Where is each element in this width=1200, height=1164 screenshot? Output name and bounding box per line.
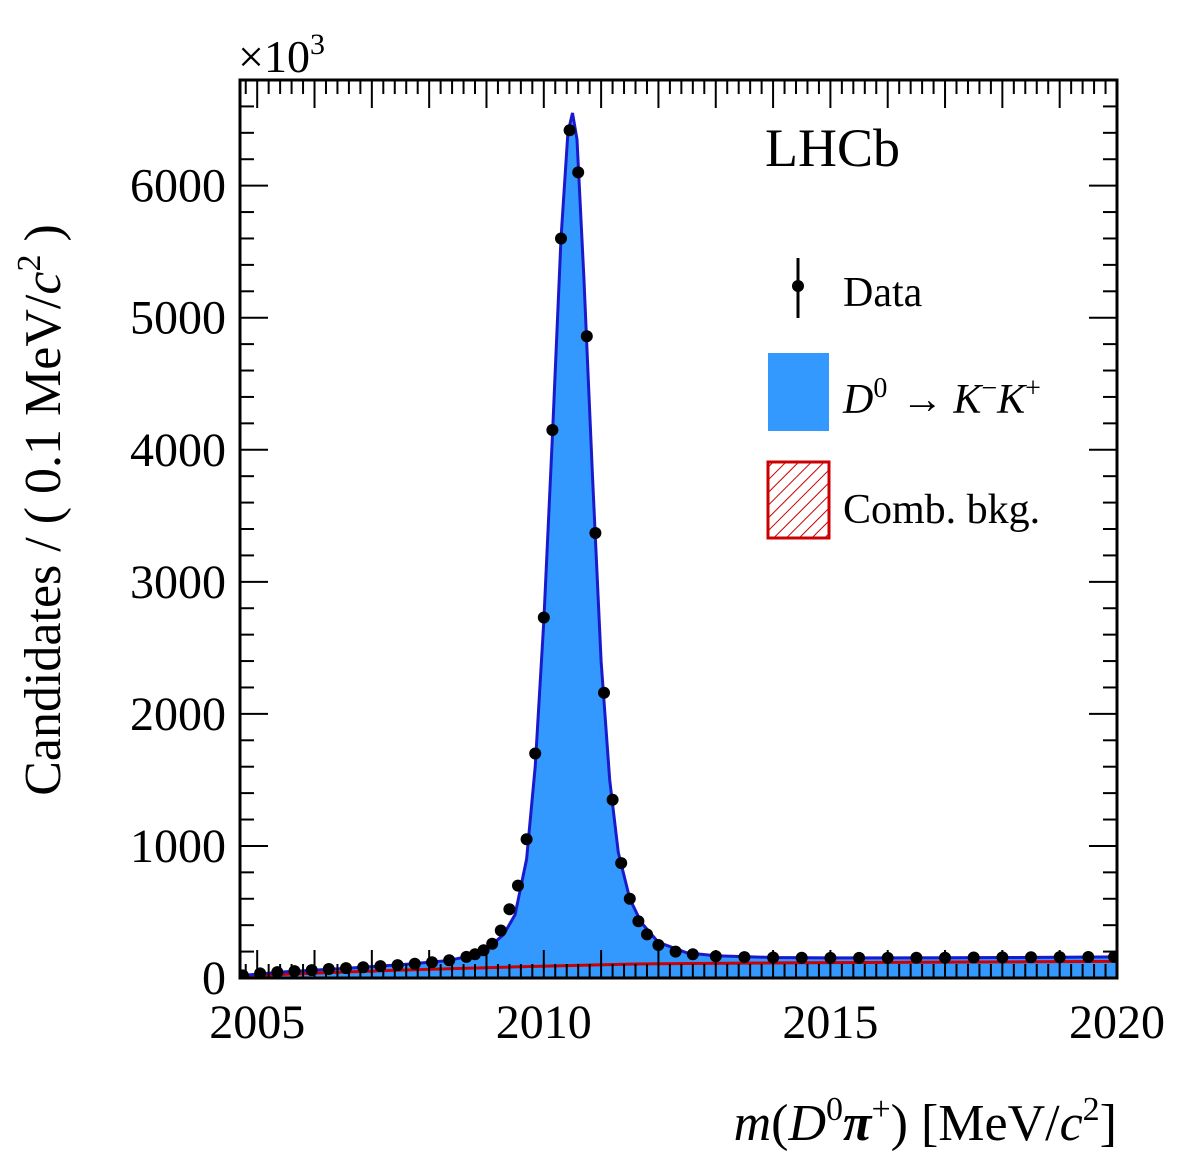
data-point [494,924,507,937]
data-point [795,951,808,964]
data-point [652,939,665,951]
y-tick-label: 2000 [130,688,226,741]
y-tick-label: 5000 [130,292,226,345]
data-point [503,903,516,916]
legend-data-label: Data [843,270,923,316]
y-tick-label: 4000 [130,424,226,477]
data-point [572,166,585,179]
data-point [408,957,421,970]
y-tick-label: 6000 [130,160,226,213]
total-fit-line [242,112,1117,977]
data-point [1082,951,1095,963]
data-point [853,951,866,964]
legend-signal-label: D0 → K−K+ [842,373,1041,423]
data-point [1108,950,1117,963]
data-point [967,951,980,964]
y-tick-label: 1000 [130,820,226,873]
data-point [641,928,653,941]
data-point [537,611,550,624]
data-point [271,966,284,978]
data-point [340,962,352,975]
data-point [669,945,682,958]
data-point [512,879,524,892]
data-point [555,232,567,245]
data-point [357,961,370,974]
data-point [563,124,576,137]
data-point [546,424,559,436]
legend-signal-swatch [768,353,829,431]
axes: 2005 2010 2015 2020 0 1000 2000 3000 4000 5000 600… [130,78,1165,1049]
x-tick-label: 2005 [209,996,305,1049]
data-point [288,965,301,978]
data-point [1025,951,1037,964]
data-point [520,833,533,846]
legend: Data D0 → K−K+ Comb. bkg. [766,258,1041,540]
data-point [374,960,387,973]
legend-bkg-label: Comb. bkg. [843,487,1040,533]
data-point [615,857,628,870]
data-point [598,686,610,699]
data-point [623,892,636,905]
y-axis-label: Candidates / ( 0.1 MeV/c2 ) [11,224,72,796]
y-tick-label: 0 [202,952,226,1005]
y-multiplier: ×103 [238,28,325,82]
x-tick-label: 2020 [1069,996,1165,1049]
y-multiplier-exponent: 3 [310,28,325,61]
data-point [529,747,542,760]
data-point [322,963,335,975]
data-point [910,951,923,964]
experiment-label: LHCb [765,118,900,178]
data-point [632,915,645,928]
data-point [580,330,593,343]
data-point [305,964,318,977]
legend-data-marker [792,258,804,318]
data-point [738,951,751,964]
legend-bkg-swatch [766,460,831,540]
x-axis-label: m(D0π+) [MeV/c2] [734,1091,1117,1152]
data-point [443,954,456,967]
plot-area [240,112,1117,978]
signal-area [242,113,1117,978]
data-point [426,956,438,969]
data-points [240,124,1117,978]
data-point [391,959,404,972]
y-tick-label: 3000 [130,556,226,609]
x-tick-label: 2010 [496,996,592,1049]
data-point [589,527,602,539]
data-point [486,937,499,950]
data-point [606,793,619,806]
x-tick-label: 2015 [782,996,878,1049]
data-point [686,948,699,961]
